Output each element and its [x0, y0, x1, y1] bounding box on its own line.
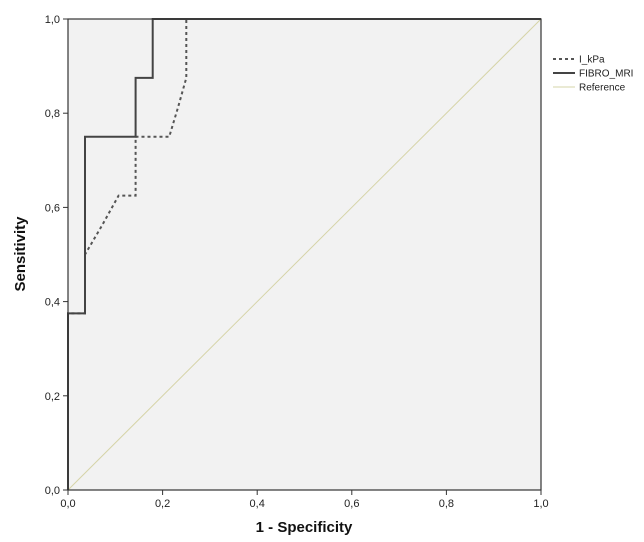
y-tick-label: 0,8 — [45, 108, 60, 120]
y-tick-label: 0,2 — [45, 391, 60, 403]
x-tick-label: 1,0 — [533, 498, 548, 510]
x-tick-label: 0,6 — [344, 498, 359, 510]
x-tick-label: 0,4 — [250, 498, 265, 510]
x-tick-label: 0,0 — [60, 498, 75, 510]
y-tick-label: 0,4 — [45, 297, 60, 309]
x-tick-label: 0,2 — [155, 498, 170, 510]
plot-frame — [67, 18, 542, 491]
y-tick-label: 0,6 — [45, 202, 60, 214]
y-tick-label: 1,0 — [45, 14, 60, 26]
legend-label-reference: Reference — [579, 83, 626, 94]
y-axis-title: Sensitivity — [12, 216, 29, 292]
legend: I_kPa FIBRO_MRI Reference — [553, 55, 633, 94]
series-line-fibro-mri — [67, 18, 541, 490]
series-line-reference — [67, 18, 542, 491]
legend-label-i-kpa: I_kPa — [579, 55, 605, 66]
x-axis-title: 1 - Specificity — [256, 519, 353, 536]
x-tick-label: 0,8 — [439, 498, 454, 510]
y-tick-label: 0,0 — [45, 485, 60, 497]
x-axis-ticks: 0,0 0,2 0,4 0,6 0,8 1,0 — [60, 490, 549, 510]
y-axis-ticks: 0,0 0,2 0,4 0,6 0,8 1,0 — [45, 14, 68, 497]
legend-label-fibro-mri: FIBRO_MRI — [579, 69, 633, 80]
series-layer — [67, 18, 542, 491]
